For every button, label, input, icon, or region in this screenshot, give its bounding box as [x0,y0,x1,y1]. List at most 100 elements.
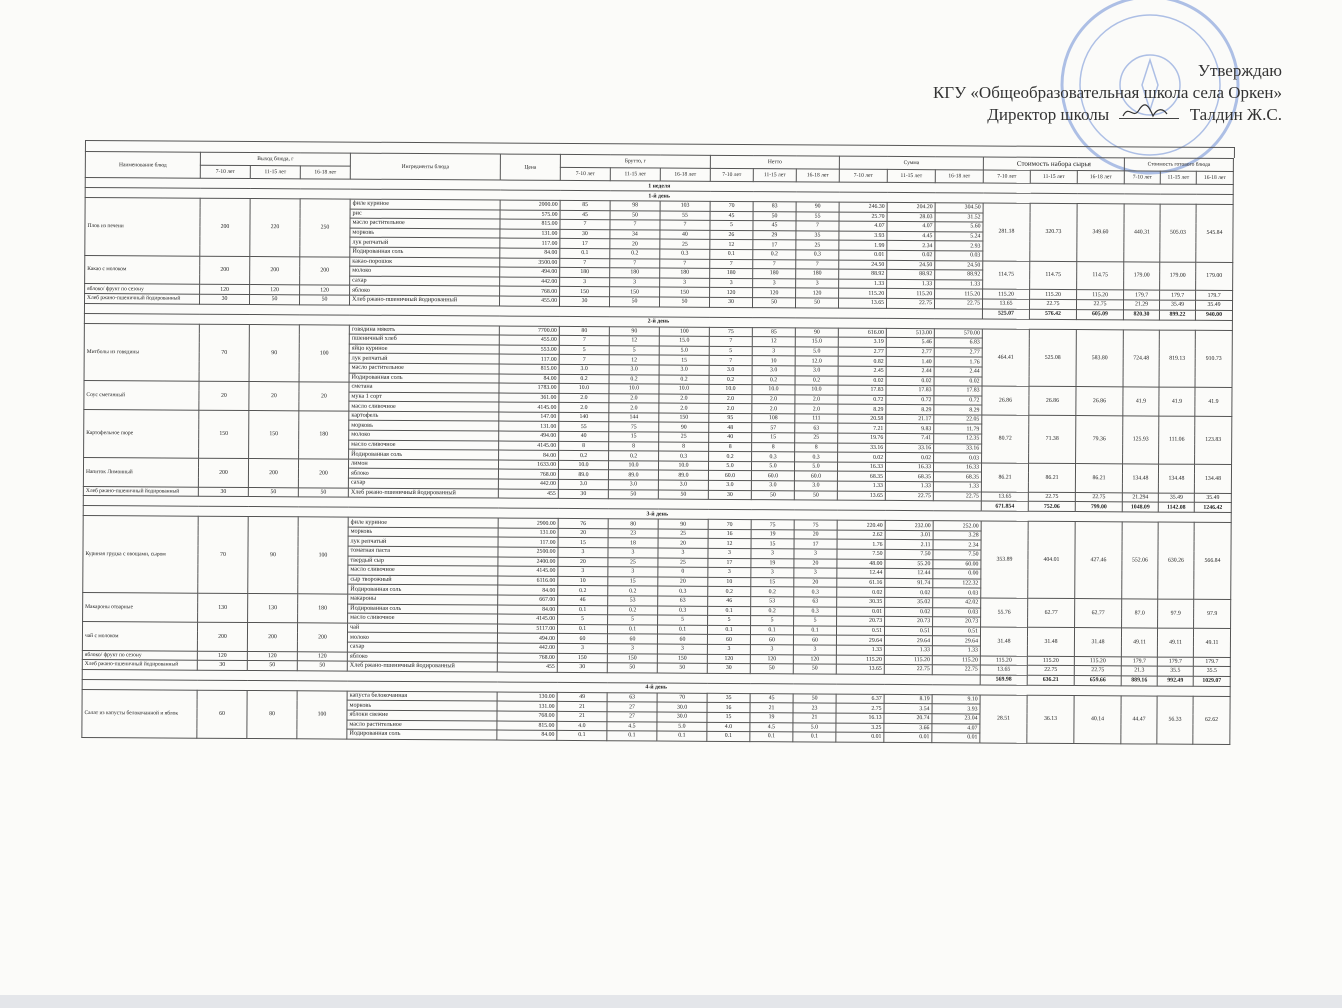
sum-value: 13.65 [836,664,885,675]
sum-value: 246.30 [839,202,888,212]
sum-value: 29.64 [836,635,885,646]
dish-yield: 220 [249,198,301,257]
brutto-value: 8 [558,441,609,451]
netto-value: 12 [708,538,752,549]
brutto-value: 2.0 [658,403,709,414]
set-cost-value: 349.60 [1076,203,1125,262]
netto-value: 120 [793,654,837,665]
ingredient-name: говядина мякоть [349,324,500,336]
netto-value: 85 [752,327,796,337]
netto-value: 17 [794,539,838,550]
sum-value: 2.44 [934,366,983,377]
ready-cost-value: 179.7 [1159,290,1196,301]
ingredient-price: 5117.00 [497,623,558,634]
set-cost-value: 464.41 [982,328,1030,387]
netto-value: 5.0 [794,461,838,472]
brutto-value: 3.0 [558,479,609,490]
brutto-value: 98 [610,200,661,211]
sum-value: 19.76 [837,433,886,444]
ingredient-price: 1783.00 [498,383,560,394]
brutto-value: 3.0 [608,479,659,490]
dish-yield: 50 [297,660,348,671]
ready-cost-value: 134.48 [1158,463,1195,493]
netto-value: 17 [752,239,796,250]
dish-yield: 50 [248,487,299,498]
ingredient-price: 84.00 [499,373,560,384]
set-cost-value: 31.48 [1027,627,1075,657]
brutto-value: 60 [557,633,608,644]
netto-value: 120 [752,287,796,298]
netto-value: 3 [793,644,837,655]
brutto-value: 63 [607,692,658,703]
sum-value: 0.03 [934,250,983,261]
dish-yield: 180 [298,410,349,459]
brutto-value: 20 [657,576,708,587]
ingredient-name: яблоки свежие [346,710,498,721]
ingredient-price: 361.00 [498,392,559,403]
dish-yield: 120 [199,284,250,295]
netto-value: 120 [750,654,794,664]
dish-yield: 50 [247,660,298,671]
set-cost-value: 281.18 [982,202,1031,261]
ready-cost-value: 35.5 [1157,666,1194,676]
brutto-value: 30 [558,489,609,499]
sum-value: 0.51 [884,626,933,637]
netto-value: 12 [709,239,753,250]
sum-value: 24.50 [838,259,887,270]
ingredient-name: сметана [348,382,500,393]
netto-value: 15 [750,577,794,588]
set-cost-value: 13.65 [982,298,1030,309]
brutto-value: 12 [609,335,660,346]
brutto-value: 0.2 [607,605,658,616]
ingredient-price: 117.00 [499,354,560,365]
sum-value: 22.75 [886,298,935,309]
ingredient-name: Хлеб ржано-пшеничный йодированный [349,295,500,306]
netto-value: 4.0 [706,721,750,732]
brutto-value: 150 [659,287,710,298]
dish-yield: 100 [297,517,349,595]
ingredient-price: 117.00 [498,537,559,548]
director-label: Директор школы [987,105,1110,124]
netto-value: 0.2 [709,374,753,385]
ingredient-name: морковь [348,526,499,538]
ingredient-price: 4145.00 [497,566,558,577]
ingredient-name: Йодированная соль [347,603,498,615]
sum-value: 0.72 [885,395,934,405]
ingredient-price: 442.00 [497,642,558,653]
brutto-value: 15.0 [659,336,710,347]
set-cost-value: 22.75 [1076,299,1124,310]
brutto-value: 3 [607,643,658,654]
netto-value: 12 [752,336,796,347]
set-cost-value: 115.20 [982,289,1030,300]
ready-cost-value: 566.84 [1193,522,1232,600]
brutto-value: 0.2 [559,373,610,384]
age-header: 7-10 лет [710,168,754,182]
netto-value: 10.0 [708,384,753,395]
sum-value: 88.92 [886,269,935,280]
netto-value: 0.2 [707,586,751,597]
netto-value: 10 [752,355,796,366]
col-sum: Сумма [839,156,984,170]
netto-value: 2.0 [794,404,838,414]
sum-value: 24.50 [934,260,983,271]
netto-value: 83 [753,201,797,212]
sum-value: 2.77 [838,346,887,357]
brutto-value: 89.0 [558,469,609,480]
brutto-value: 10 [557,576,608,587]
netto-value: 19 [749,712,794,723]
ingredient-price: 131.00 [498,527,559,538]
age-header: 16-18 лет [935,169,984,183]
sum-value: 0.51 [932,626,981,637]
brutto-value: 7 [609,258,660,269]
sum-value: 1.99 [838,240,887,251]
sum-value: 0.00 [932,568,981,579]
dish-name: Хлеб ржано-пшеничный йодированный [83,486,199,497]
sum-value: 23.04 [931,713,981,724]
brutto-value: 12 [609,355,660,365]
netto-value: 8 [794,442,838,453]
sum-value: 5.46 [886,337,935,348]
sum-value: 22.75 [885,491,934,501]
sum-value: 33.16 [837,442,886,453]
netto-value: 180 [752,268,796,279]
ingredient-name: морковь [348,420,499,432]
